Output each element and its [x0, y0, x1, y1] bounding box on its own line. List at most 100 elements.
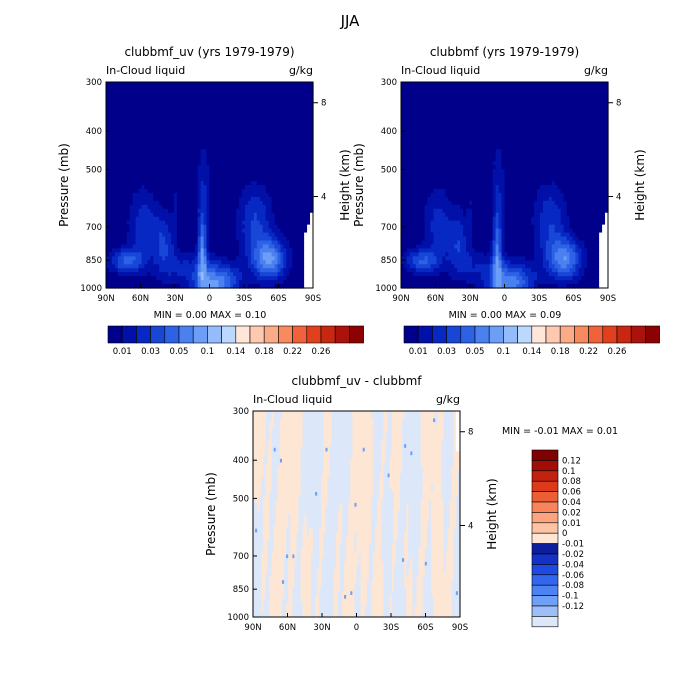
heatmap-cell	[203, 192, 208, 198]
heatmap-cell	[174, 268, 178, 273]
heatmap-cell	[132, 161, 137, 166]
heatmap-cell	[126, 89, 131, 95]
heatmap-cell	[179, 173, 184, 178]
heatmap-cell	[230, 145, 234, 150]
heatmap-cell	[215, 149, 219, 154]
heatmap-cell	[182, 93, 187, 99]
heatmap-cell	[126, 82, 131, 87]
heatmap-cell	[185, 153, 190, 158]
heatmap-cell	[174, 153, 178, 158]
heatmap-cell	[147, 232, 151, 238]
heatmap-cell	[132, 149, 137, 154]
heatmap-cell	[218, 228, 222, 234]
heatmap-cell	[147, 208, 151, 214]
heatmap-cell	[221, 125, 225, 131]
heatmap-cell	[191, 109, 196, 115]
heatmap-cell	[212, 216, 217, 222]
heatmap-cell	[206, 181, 211, 186]
heatmap-cell	[212, 165, 217, 170]
heatmap-cell	[129, 280, 134, 285]
heatmap-cell	[132, 185, 137, 190]
heatmap-cell	[126, 256, 131, 261]
heatmap-cell	[227, 125, 231, 131]
y-tick-label: 850	[86, 256, 102, 266]
heatmap-cell	[227, 260, 231, 265]
heatmap-cell	[224, 192, 228, 198]
heatmap-cell	[150, 109, 154, 115]
heatmap-cell	[182, 125, 187, 131]
heatmap-cell	[215, 121, 219, 127]
heatmap-cell	[185, 232, 190, 238]
heatmap-cell	[106, 141, 110, 146]
heatmap-cell	[182, 121, 187, 127]
heatmap-cell	[176, 113, 181, 119]
heatmap-cell	[106, 137, 110, 143]
heatmap-cell	[153, 212, 157, 218]
heatmap-cell	[141, 153, 146, 158]
heatmap-cell	[141, 181, 146, 186]
heatmap-cell	[200, 129, 205, 135]
heatmap-cell	[162, 82, 166, 87]
heatmap-cell	[221, 145, 225, 150]
heatmap-cell	[126, 268, 131, 273]
heatmap-cell	[156, 113, 160, 119]
heatmap-cell	[153, 113, 157, 119]
heatmap-cell	[150, 165, 154, 170]
heatmap-cell	[171, 165, 175, 170]
heatmap-cell	[106, 196, 110, 202]
heatmap-cell	[224, 196, 228, 202]
heatmap-cell	[147, 284, 151, 289]
heatmap-cell	[153, 200, 157, 206]
heatmap-cell	[138, 161, 143, 166]
heatmap-cell	[162, 181, 166, 186]
heatmap-cell	[215, 157, 219, 162]
heatmap-cell	[191, 216, 196, 222]
heatmap-cell	[129, 244, 134, 249]
heatmap-cell	[227, 173, 231, 178]
heatmap-cell	[156, 137, 160, 143]
heatmap-cell	[171, 177, 175, 182]
heatmap-cell	[150, 212, 154, 218]
heatmap-cell	[132, 145, 137, 150]
heatmap-cell	[227, 161, 231, 166]
heatmap-cell	[197, 252, 202, 257]
heatmap-cell	[218, 284, 222, 289]
heatmap-cell	[132, 105, 137, 111]
heatmap-cell	[230, 113, 234, 119]
heatmap-cell	[191, 272, 196, 277]
heatmap-cell	[212, 173, 217, 178]
heatmap-cell	[230, 153, 234, 158]
heatmap-cell	[197, 165, 202, 170]
heatmap-cell	[197, 149, 202, 154]
heatmap-cell	[212, 232, 217, 238]
heatmap-cell	[123, 200, 128, 206]
heatmap-cell	[114, 161, 119, 166]
heatmap-cell	[117, 129, 122, 135]
heatmap-cell	[209, 82, 214, 87]
heatmap-cell	[191, 185, 196, 190]
heatmap-cell	[206, 256, 211, 261]
heatmap-cell	[156, 82, 160, 87]
heatmap-cell	[209, 161, 214, 166]
heatmap-cell	[135, 165, 140, 170]
heatmap-cell	[168, 133, 172, 139]
heatmap-cell	[132, 248, 137, 253]
heatmap-cell	[141, 212, 146, 218]
heatmap-cell	[120, 169, 125, 174]
heatmap-cell	[147, 141, 151, 146]
heatmap-cell	[144, 260, 148, 265]
heatmap-cell	[224, 216, 228, 222]
heatmap-cell	[230, 196, 234, 202]
heatmap-cell	[150, 260, 154, 265]
heatmap-cell	[108, 192, 113, 198]
heatmap-cell	[212, 153, 217, 158]
heatmap-cell	[144, 125, 148, 131]
heatmap-cell	[218, 169, 222, 174]
heatmap-cell	[129, 105, 134, 111]
heatmap-cell	[185, 82, 190, 87]
heatmap-cell	[108, 208, 113, 214]
heatmap-cell	[168, 208, 172, 214]
heatmap-cell	[159, 244, 163, 249]
heatmap-cell	[162, 113, 166, 119]
heatmap-cell	[179, 276, 184, 281]
